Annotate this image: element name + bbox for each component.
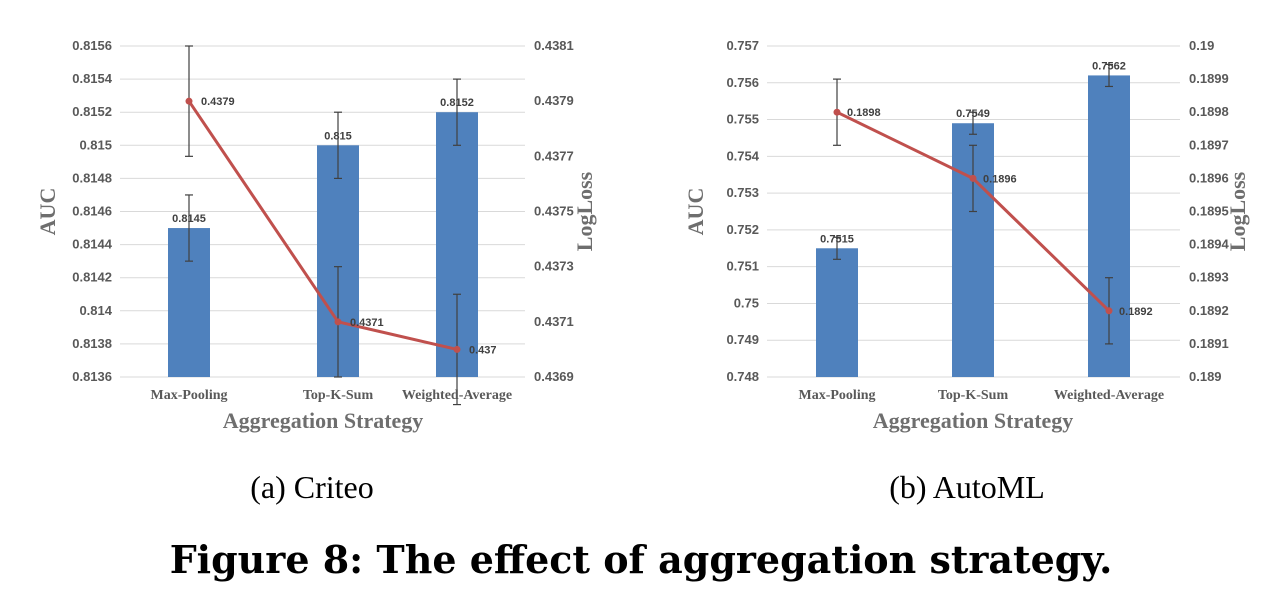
subplot-caption: (a) Criteo [250,469,374,505]
y-tick-label: 0.8138 [72,336,112,351]
chart-criteo: 0.8136 0.8138 0.814 0.8142 0.8144 0.8146 0.814… [35,38,597,505]
y-tick-label: 0.8144 [72,237,113,252]
y2-tick-label: 0.4369 [534,369,574,384]
line-data-label: 0.1898 [847,107,881,119]
y2-tick-label: 0.4377 [534,148,574,163]
y2-tick-label: 0.1899 [1189,71,1229,86]
x-tick-label: Max-Pooling [799,388,876,403]
y2-axis-title: LogLoss [572,171,597,251]
y2-tick-label: 0.1897 [1189,137,1229,152]
line-point [185,97,193,105]
y-tick-label: 0.749 [726,332,759,347]
x-axis-title: Aggregation Strategy [223,408,424,433]
figure-caption: Figure 8: The effect of aggregation stra… [170,537,1113,582]
chart-automl: 0.748 0.749 0.75 0.751 0.752 0.753 0.754 0.755 0… [683,38,1250,505]
line-data-label: 0.1896 [983,173,1017,185]
y-tick-label: 0.755 [726,112,759,127]
y2-tick-label: 0.4381 [534,38,574,53]
y2-tick-label: 0.19 [1189,38,1214,53]
y-tick-label: 0.748 [726,369,759,384]
line-data-label: 0.437 [469,344,497,356]
y-axis-title: AUC [683,188,708,236]
y-tick-label: 0.8142 [72,270,112,285]
y-tick-label: 0.814 [79,303,112,318]
x-tick-label: Weighted-Average [1054,388,1164,403]
bar-data-label: 0.7515 [820,233,854,245]
line-data-label: 0.1892 [1119,306,1153,318]
line-point [969,174,977,182]
y-tick-label: 0.752 [726,222,759,237]
y2-tick-label: 0.4371 [534,314,574,329]
y-tick-label: 0.751 [726,259,759,274]
line-point [334,318,342,326]
bar [816,248,858,377]
y-tick-label: 0.8154 [72,71,113,86]
y2-tick-label: 0.4375 [534,204,574,219]
bar-data-label: 0.8152 [440,97,474,109]
line-point [453,345,461,353]
y2-tick-label: 0.4373 [534,259,574,274]
subplot-caption: (b) AutoML [889,469,1045,505]
bar-data-label: 0.7562 [1092,60,1126,72]
line-point [1105,307,1113,315]
y-tick-label: 0.757 [726,38,759,53]
y2-tick-label: 0.1895 [1189,204,1229,219]
y-tick-label: 0.754 [726,148,759,163]
bar-data-label: 0.7549 [956,108,990,120]
bar-data-label: 0.8145 [172,213,206,225]
x-tick-label: Top-K-Sum [938,388,1009,403]
y-tick-label: 0.8136 [72,369,112,384]
line-data-label: 0.4379 [201,96,235,108]
y-tick-label: 0.8148 [72,170,112,185]
y-axis-title: AUC [35,188,60,236]
y2-tick-label: 0.1892 [1189,303,1229,318]
y2-tick-label: 0.4379 [534,93,574,108]
y-tick-label: 0.8152 [72,104,112,119]
line-point [833,108,841,116]
x-tick-label: Weighted-Average [402,388,512,403]
y-tick-label: 0.756 [726,75,759,90]
y-tick-label: 0.753 [726,185,759,200]
y2-axis-title: LogLoss [1225,171,1250,251]
y-tick-label: 0.75 [734,295,759,310]
y-tick-label: 0.8146 [72,204,112,219]
y-tick-label: 0.815 [79,137,112,152]
y2-tick-label: 0.1894 [1189,237,1230,252]
y-tick-label: 0.8156 [72,38,112,53]
x-tick-label: Max-Pooling [151,388,228,403]
y2-tick-label: 0.1896 [1189,170,1229,185]
y2-tick-label: 0.189 [1189,369,1222,384]
x-tick-label: Top-K-Sum [303,388,374,403]
x-axis-title: Aggregation Strategy [873,408,1074,433]
y2-tick-label: 0.1893 [1189,270,1229,285]
y2-tick-label: 0.1898 [1189,104,1229,119]
y2-tick-label: 0.1891 [1189,336,1229,351]
line-data-label: 0.4371 [350,317,384,329]
bar-data-label: 0.815 [324,130,352,142]
